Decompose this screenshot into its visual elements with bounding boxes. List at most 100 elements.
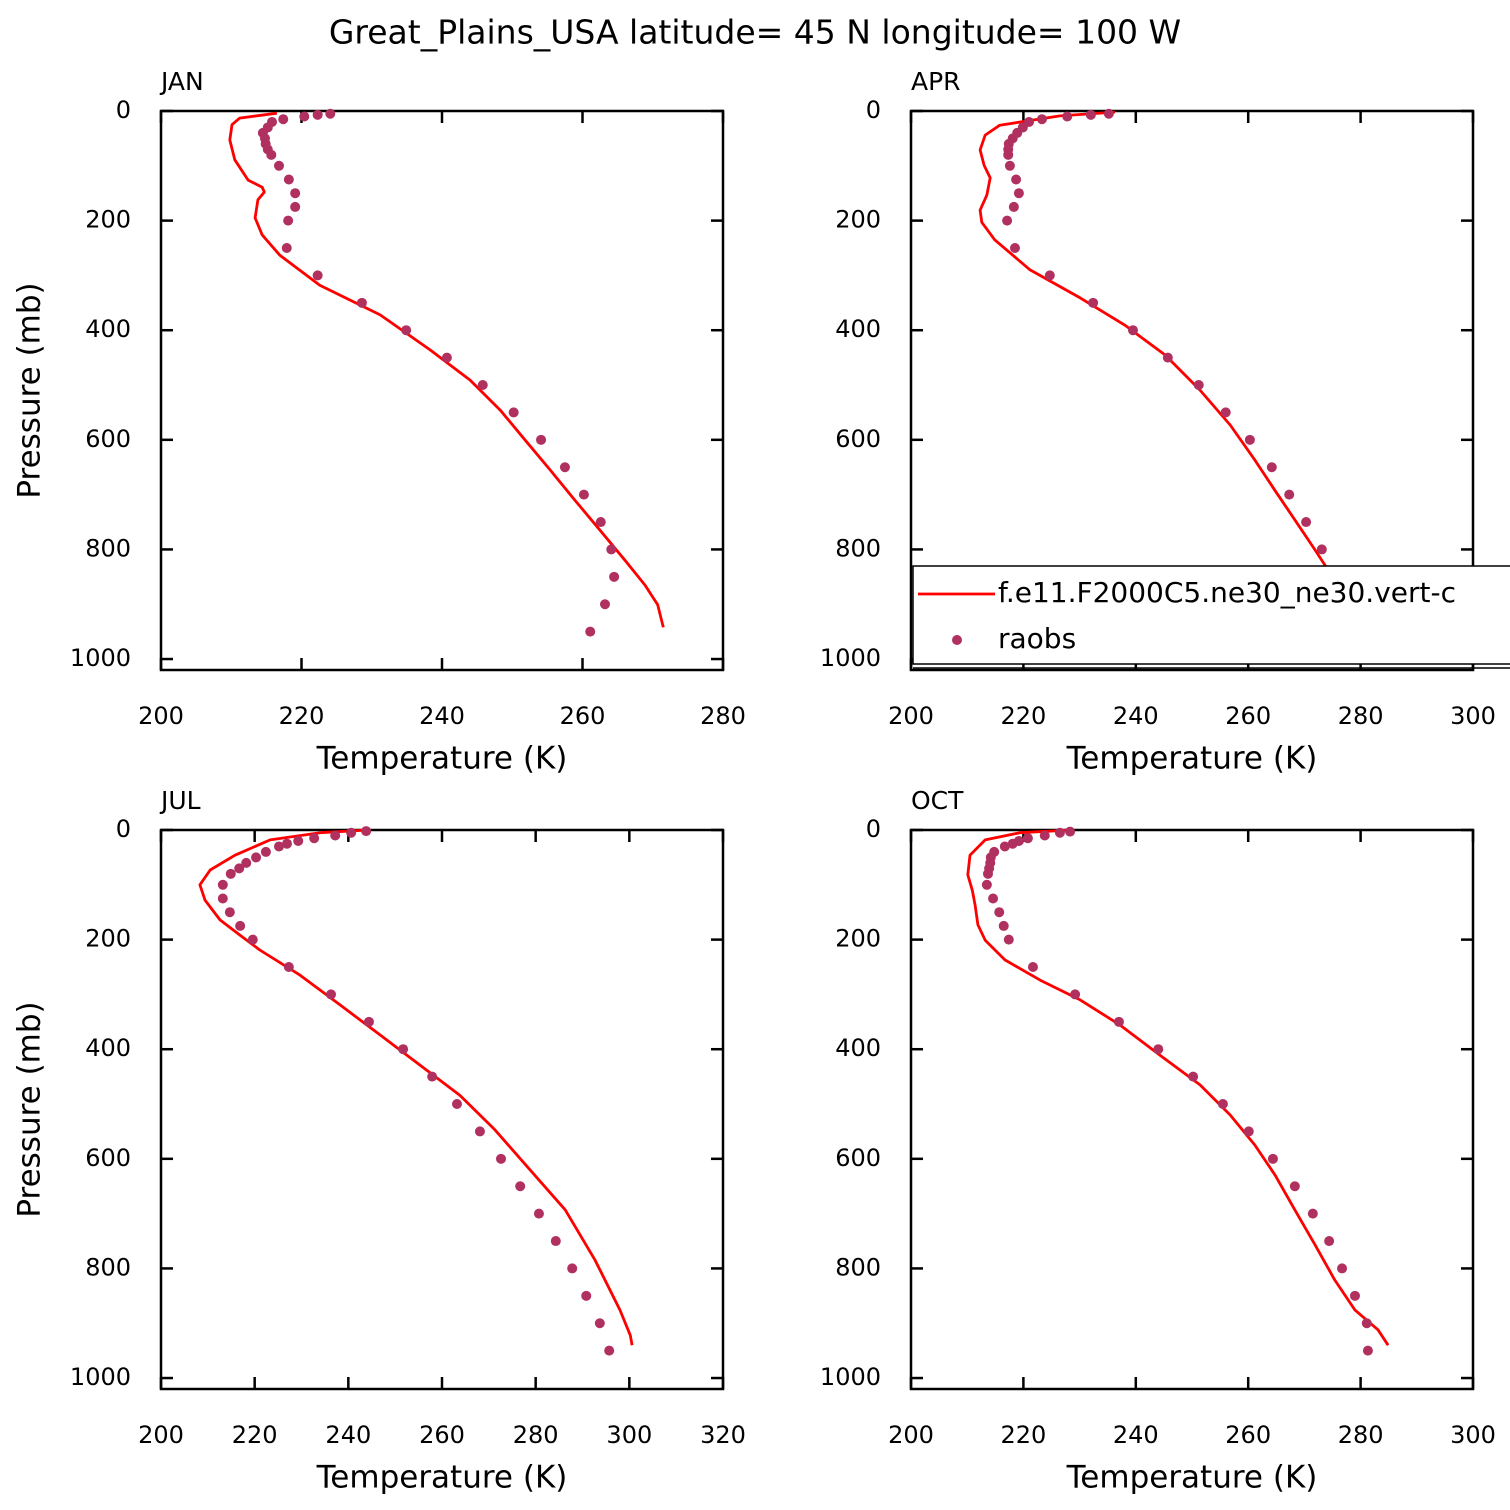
model-line <box>978 110 1385 628</box>
x-tick-label: 300 <box>1450 1421 1496 1449</box>
obs-point <box>1217 1099 1228 1110</box>
obs-point <box>283 215 294 226</box>
figure-title: Great_Plains_USA latitude= 45 N longitud… <box>329 13 1181 52</box>
plot-frame <box>909 828 1475 1391</box>
obs-point <box>1337 1263 1348 1274</box>
obs-point <box>1013 188 1024 199</box>
obs-point <box>559 462 570 473</box>
obs-point <box>1003 934 1014 945</box>
x-tick-label: 240 <box>325 1421 371 1449</box>
obs-point <box>1054 827 1065 838</box>
y-tick-label: 800 <box>835 1253 881 1281</box>
obs-point <box>1153 1044 1164 1055</box>
y-tick-label: 800 <box>835 534 881 562</box>
x-tick-label: 220 <box>1000 702 1046 730</box>
plot-frame <box>909 109 1475 672</box>
obs-point <box>595 517 606 528</box>
obs-point <box>1267 1153 1278 1164</box>
obs-point <box>533 1208 544 1219</box>
obs-point <box>1113 1016 1124 1027</box>
obs-point <box>1039 830 1050 841</box>
obs-point <box>1244 434 1255 445</box>
y-tick-label: 400 <box>835 315 881 343</box>
obs-point <box>1289 1181 1300 1192</box>
obs-point <box>330 830 341 841</box>
y-tick-label: 400 <box>85 1034 131 1062</box>
y-tick-label: 800 <box>85 1253 131 1281</box>
obs-point <box>1007 838 1018 849</box>
obs-point <box>1008 201 1019 212</box>
obs-point <box>356 297 367 308</box>
obs-point <box>536 434 547 445</box>
x-tick-label: 320 <box>700 1421 746 1449</box>
x-tick-label: 240 <box>419 702 465 730</box>
obs-point <box>260 846 271 857</box>
panel: OCT 200 220 240 260 280 300 0 200 400 600 800 1000 Te… <box>820 786 1496 1496</box>
x-axis-label: Temperature (K) <box>316 1460 568 1496</box>
obs-point <box>508 407 519 418</box>
obs-point <box>999 841 1010 852</box>
obs-point <box>1088 297 1099 308</box>
y-tick-label: 600 <box>835 425 881 453</box>
y-tick-label: 0 <box>116 815 131 843</box>
obs-point <box>274 841 285 852</box>
obs-point <box>1103 108 1114 119</box>
obs-point <box>1301 517 1312 528</box>
obs-point <box>299 111 310 122</box>
obs-point <box>994 907 1005 918</box>
obs-point <box>1349 1290 1360 1301</box>
obs-point <box>550 1236 561 1247</box>
model-line <box>198 828 634 1346</box>
obs-point <box>515 1181 526 1192</box>
obs-point <box>247 934 258 945</box>
obs-point <box>274 160 285 171</box>
obs-point <box>988 893 999 904</box>
x-tick-label: 220 <box>1000 1421 1046 1449</box>
x-axis-label: Temperature (K) <box>1066 741 1318 777</box>
x-axis-label: Temperature (K) <box>1066 1460 1318 1496</box>
obs-point <box>606 544 617 555</box>
obs-point <box>290 188 301 199</box>
x-tick-label: 200 <box>138 1421 184 1449</box>
obs-point <box>234 863 245 874</box>
y-axis-label: Pressure (mb) <box>12 1001 48 1217</box>
x-tick-label: 280 <box>700 702 746 730</box>
obs-point <box>998 920 1009 931</box>
obs-point <box>1162 352 1173 363</box>
x-tick-label: 300 <box>606 1421 652 1449</box>
x-tick-label: 240 <box>1113 702 1159 730</box>
obs-point <box>266 149 277 160</box>
obs-point <box>224 907 235 918</box>
y-tick-label: 400 <box>835 1034 881 1062</box>
obs-point <box>312 270 323 281</box>
obs-point <box>1065 826 1076 837</box>
obs-point <box>1062 111 1073 122</box>
y-tick-label: 200 <box>835 206 881 234</box>
obs-point <box>441 352 452 363</box>
obs-point <box>1324 1236 1335 1247</box>
obs-point <box>594 1318 605 1329</box>
y-tick-label: 400 <box>85 315 131 343</box>
obs-point <box>1027 962 1038 973</box>
x-tick-label: 260 <box>1225 1421 1271 1449</box>
obs-point <box>217 893 228 904</box>
obs-point <box>1361 1318 1372 1329</box>
obs-point <box>1003 149 1014 160</box>
panel-title: JUL <box>159 786 201 815</box>
x-tick-label: 260 <box>560 702 606 730</box>
obs-point <box>1011 174 1022 185</box>
obs-point <box>278 114 289 125</box>
obs-point <box>326 989 337 1000</box>
obs-point <box>581 1290 592 1301</box>
obs-point <box>1220 407 1231 418</box>
obs-point <box>1243 1126 1254 1137</box>
obs-point <box>427 1071 438 1082</box>
x-tick-label: 260 <box>1225 702 1271 730</box>
x-tick-label: 200 <box>888 702 934 730</box>
obs-point <box>293 835 304 846</box>
y-tick-label: 1000 <box>820 644 881 672</box>
obs-point <box>1266 462 1277 473</box>
obs-point <box>1085 109 1096 120</box>
